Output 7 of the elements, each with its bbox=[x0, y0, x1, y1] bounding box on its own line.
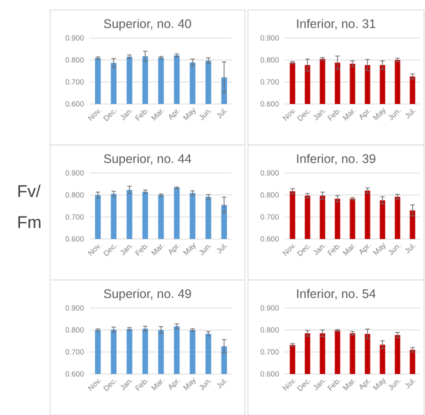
chart-title: Superior, no. 49 bbox=[103, 287, 192, 301]
chart-title: Inferior, no. 54 bbox=[296, 287, 376, 301]
chart-title: Inferior, no. 31 bbox=[296, 17, 376, 31]
chart-title: Inferior, no. 39 bbox=[296, 152, 376, 166]
chart-title: Superior, no. 44 bbox=[103, 152, 192, 166]
y-axis-title: Fv/Fm bbox=[17, 182, 42, 232]
chart-title: Superior, no. 40 bbox=[103, 17, 192, 31]
